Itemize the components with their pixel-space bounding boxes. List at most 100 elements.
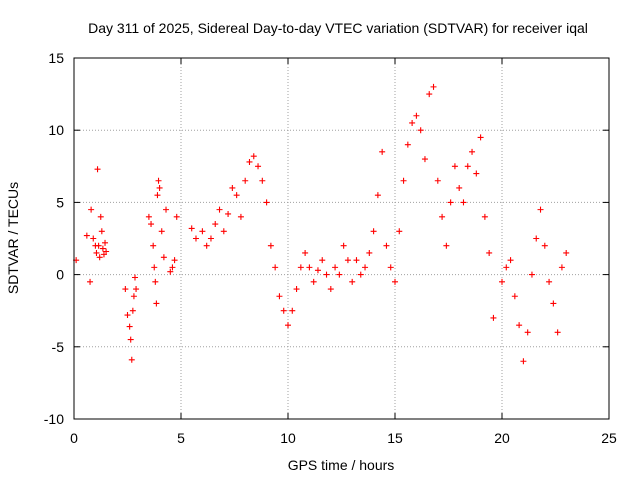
data-point: [171, 257, 178, 264]
data-point: [233, 192, 240, 199]
data-point: [192, 235, 199, 242]
data-point: [229, 184, 236, 191]
y-tick-label: 15: [48, 50, 64, 66]
data-point: [167, 268, 174, 275]
data-point: [310, 278, 317, 285]
y-tick-label: -5: [52, 339, 65, 355]
data-point: [426, 91, 433, 98]
data-points: [73, 83, 570, 365]
data-point: [103, 248, 110, 255]
data-point: [434, 177, 441, 184]
data-point: [212, 221, 219, 228]
data-point: [533, 235, 540, 242]
data-point: [88, 206, 95, 213]
data-point: [203, 242, 210, 249]
data-point: [421, 156, 428, 163]
data-point: [392, 278, 398, 285]
data-point: [220, 228, 227, 235]
data-point: [319, 257, 326, 264]
data-point: [344, 257, 351, 264]
data-point: [413, 112, 420, 119]
data-point: [280, 307, 287, 314]
data-point: [443, 242, 450, 249]
data-point: [263, 199, 270, 206]
data-point: [95, 242, 102, 249]
data-point: [546, 278, 553, 285]
data-point: [550, 300, 557, 307]
data-point: [237, 213, 244, 220]
data-point: [327, 286, 334, 293]
data-point: [98, 228, 105, 235]
data-point: [417, 127, 424, 134]
data-point: [336, 271, 343, 278]
grid-lines: [74, 58, 609, 419]
data-point: [477, 134, 484, 141]
chart-title: Day 311 of 2025, Sidereal Day-to-day VTE…: [88, 20, 588, 36]
data-point: [145, 213, 152, 220]
x-tick-label: 25: [601, 430, 617, 446]
data-point: [99, 245, 106, 252]
data-point: [511, 293, 518, 300]
data-point: [133, 286, 140, 293]
data-point: [481, 213, 488, 220]
data-point: [486, 249, 493, 256]
data-point: [87, 278, 94, 285]
data-point: [357, 271, 364, 278]
data-point: [127, 336, 134, 343]
data-point: [507, 257, 514, 264]
data-point: [469, 148, 476, 155]
data-point: [199, 228, 206, 235]
x-tick-label: 20: [494, 430, 510, 446]
data-point: [383, 242, 390, 249]
data-point: [188, 225, 195, 232]
data-point: [349, 278, 356, 285]
y-tick-label: -10: [44, 411, 64, 427]
data-point: [528, 271, 535, 278]
data-point: [242, 177, 249, 184]
data-point: [246, 158, 253, 165]
data-point: [216, 206, 223, 213]
y-tick-label: 10: [48, 122, 64, 138]
data-point: [464, 163, 471, 170]
data-point: [460, 199, 467, 206]
data-point: [387, 264, 394, 271]
data-point: [289, 307, 296, 314]
data-point: [473, 170, 480, 177]
data-point: [558, 264, 565, 271]
data-point: [439, 213, 446, 220]
data-point: [129, 307, 136, 314]
data-point: [396, 228, 403, 235]
data-point: [409, 119, 416, 126]
data-point: [102, 239, 109, 246]
data-point: [151, 264, 158, 271]
data-point: [430, 83, 437, 90]
data-point: [152, 278, 159, 285]
plot-frame: [73, 57, 610, 420]
data-point: [94, 166, 101, 173]
data-point: [93, 249, 100, 256]
data-point: [163, 206, 170, 213]
y-tick-label: 0: [56, 267, 64, 283]
data-point: [130, 293, 137, 300]
data-point: [524, 329, 531, 336]
data-point: [169, 264, 176, 271]
data-point: [374, 192, 381, 199]
data-point: [150, 242, 157, 249]
data-point: [154, 192, 161, 199]
data-point: [90, 235, 97, 242]
data-point: [306, 264, 313, 271]
data-point: [537, 206, 544, 213]
data-point: [97, 213, 104, 220]
axis-ticks: 0 5 10 15 20 25 -10 -5 0 5 10 15: [44, 50, 617, 446]
data-point: [128, 356, 135, 363]
y-axis-label: SDTVAR / TECUs: [5, 182, 21, 294]
data-point: [366, 249, 373, 256]
data-point: [131, 274, 138, 281]
x-axis-label: GPS time / hours: [288, 457, 395, 473]
data-point: [404, 141, 411, 148]
data-point: [297, 264, 304, 271]
x-tick-label: 15: [387, 430, 403, 446]
data-point: [126, 323, 133, 330]
data-point: [250, 153, 257, 160]
data-point: [541, 242, 548, 249]
